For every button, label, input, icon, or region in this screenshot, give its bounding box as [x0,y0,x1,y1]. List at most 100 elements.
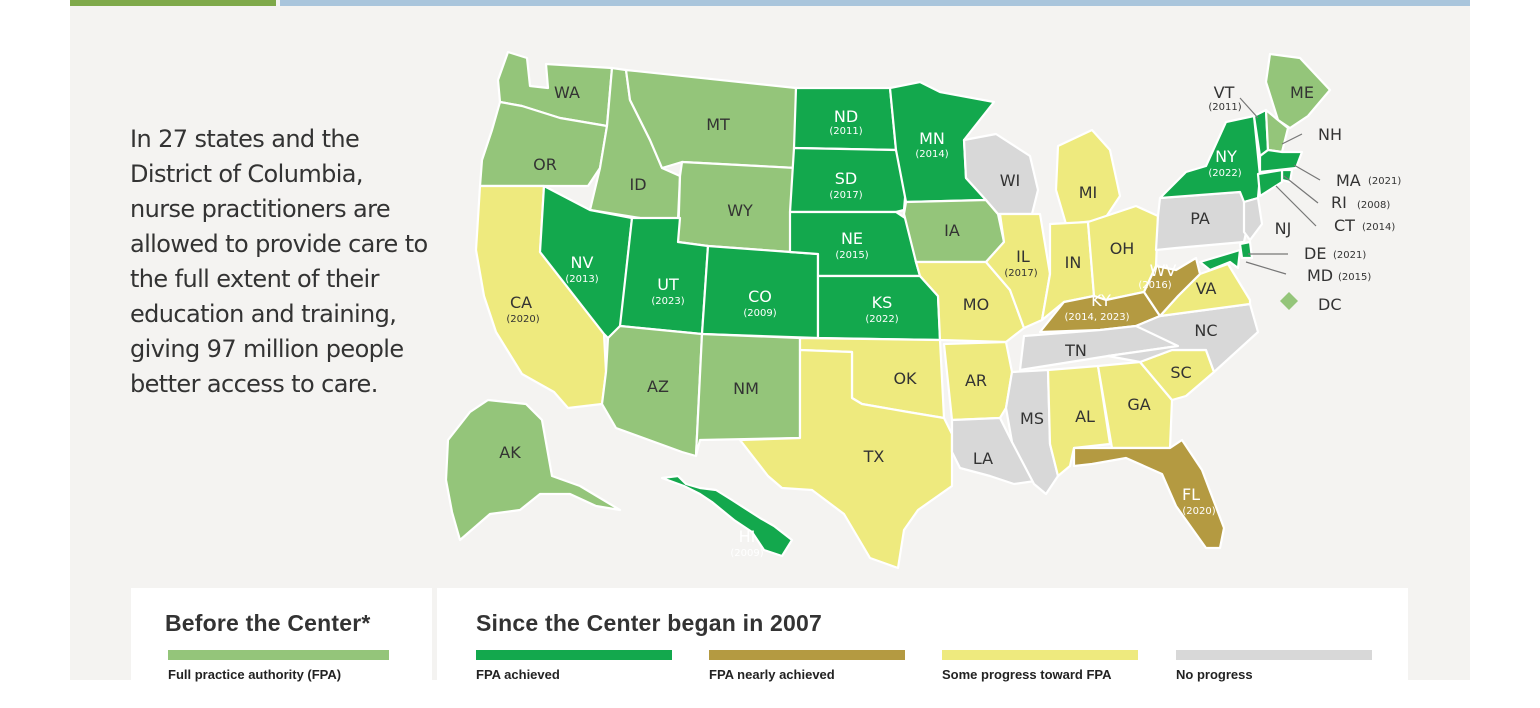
state-label-nd: ND [834,107,858,126]
state-label-nm: NM [733,379,759,398]
state-label-or: OR [533,155,557,174]
state-label-vt: VT [1214,83,1235,102]
state-label-hi: HI [739,527,756,546]
state-tx [738,348,954,570]
state-label-ga: GA [1127,395,1150,414]
legend-before-title: Before the Center* [165,610,371,636]
state-ny [1158,114,1262,204]
state-label-wy: WY [727,201,753,220]
state-wv [1142,256,1202,318]
state-nj [1242,196,1264,242]
state-mi [1054,128,1122,226]
legend-since-title: Since the Center began in 2007 [476,610,823,636]
state-year-ri: (2008) [1357,200,1390,211]
state-or [478,100,609,188]
state-year-fl: (2020) [1182,506,1215,517]
state-label-mi: MI [1079,183,1098,202]
state-label-de: DE [1304,244,1326,263]
state-label-in: IN [1065,253,1082,272]
legend-swatch-fpa-nearly [709,650,905,660]
state-year-hi: (2009) [730,548,763,559]
state-label-wi: WI [1000,171,1021,190]
state-label-ia: IA [944,221,960,240]
state-label-az: AZ [647,377,669,396]
state-nh [1264,108,1290,154]
state-label-ar: AR [965,371,987,390]
state-label-nj: NJ [1275,219,1292,238]
state-year-ny: (2022) [1208,168,1241,179]
state-label-md: MD [1307,266,1333,285]
state-label-me: ME [1290,83,1314,102]
state-label-ri: RI [1331,193,1347,212]
legend-before-box: Before the Center* Full practice authori… [131,588,432,708]
state-year-vt: (2011) [1208,102,1241,113]
state-label-sd: SD [835,169,857,188]
top-accent-bar-blue [280,0,1470,6]
state-year-wv: (2016) [1138,280,1171,291]
state-label-ms: MS [1020,409,1044,428]
state-label-tn: TN [1064,341,1087,360]
state-label-oh: OH [1110,239,1135,258]
legend-label-fpa: Full practice authority (FPA) [168,667,342,682]
intro-text: In 27 states and the District of Columbi… [130,125,428,398]
state-label-nc: NC [1194,321,1217,340]
state-label-mn: MN [919,129,945,148]
state-label-tx: TX [863,447,885,466]
state-year-nv: (2013) [565,274,598,285]
legend-label-fpa-achieved: FPA achieved [476,667,560,682]
state-label-nv: NV [571,253,594,272]
state-year-ky: (2014, 2023) [1064,312,1129,323]
state-label-ok: OK [893,369,917,388]
state-label-nh: NH [1318,125,1342,144]
top-accent-bar-green [70,0,276,6]
state-label-ak: AK [499,443,521,462]
state-label-ny: NY [1215,147,1237,166]
state-il [984,212,1052,330]
state-label-ks: KS [872,293,893,312]
state-label-il: IL [1016,247,1030,266]
state-year-co: (2009) [743,308,776,319]
state-dc-marker [1280,292,1298,310]
state-label-va: VA [1196,279,1217,298]
state-ak [444,398,622,542]
state-ga [1096,360,1174,450]
state-label-ky: KY [1091,291,1111,310]
state-label-pa: PA [1190,209,1210,228]
state-label-fl: FL [1182,485,1200,504]
legend-swatch-fpa [168,650,389,660]
state-label-sc: SC [1170,363,1191,382]
state-year-ma: (2021) [1368,176,1401,187]
state-year-md: (2015) [1338,272,1371,283]
state-label-ne: NE [841,229,863,248]
state-ri [1280,168,1294,184]
state-year-de: (2021) [1333,250,1366,261]
state-year-nd: (2011) [829,126,862,137]
legend-swatch-no-progress [1176,650,1372,660]
state-label-mo: MO [963,295,989,314]
legend-swatch-fpa-achieved [476,650,672,660]
state-label-id: ID [629,175,646,194]
state-de [1238,240,1254,260]
state-year-ct: (2014) [1362,222,1395,233]
state-label-ut: UT [657,275,679,294]
state-year-sd: (2017) [829,190,862,201]
state-label-la: LA [973,449,993,468]
legend-label-no-progress: No progress [1176,667,1253,682]
legend-swatch-some-progress [942,650,1138,660]
state-year-ne: (2015) [835,250,868,261]
state-hi [660,474,794,558]
state-year-ca: (2020) [506,314,539,325]
state-md [1198,248,1242,272]
state-label-al: AL [1075,407,1095,426]
state-year-mn: (2014) [915,149,948,160]
state-year-ut: (2023) [651,296,684,307]
state-label-wv: WV [1150,261,1177,280]
state-label-ma: MA [1336,171,1361,190]
state-label-wa: WA [554,83,580,102]
state-ma [1258,148,1304,174]
state-year-ks: (2022) [865,314,898,325]
state-label-dc: DC [1318,295,1342,314]
state-label-ct: CT [1334,216,1355,235]
legend-label-some-progress: Some progress toward FPA [942,667,1112,682]
us-map: WA OR CA (2020) ID NV (2013) MT WY UT (2023) CO (200… [444,50,1401,570]
